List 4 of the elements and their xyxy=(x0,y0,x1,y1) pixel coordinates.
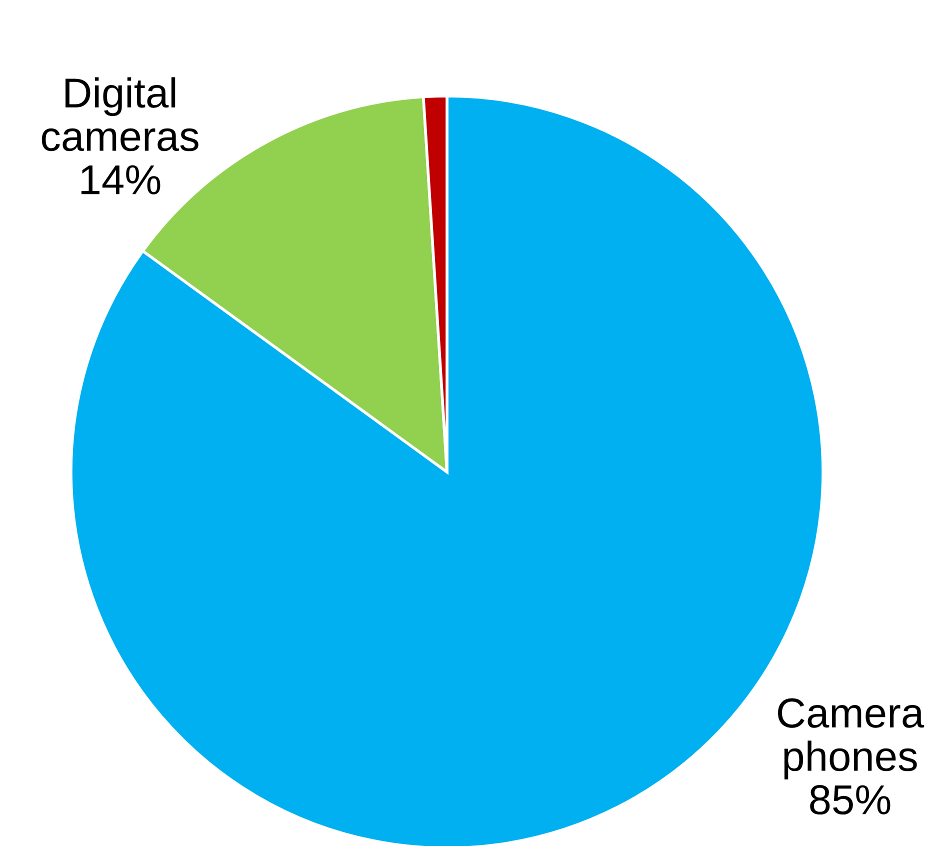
slice-label: Camera phones xyxy=(778,698,924,780)
slice-label: Digital cameras xyxy=(42,77,198,152)
data-label: 14% xyxy=(81,165,160,194)
data-label: 85% xyxy=(810,785,890,815)
